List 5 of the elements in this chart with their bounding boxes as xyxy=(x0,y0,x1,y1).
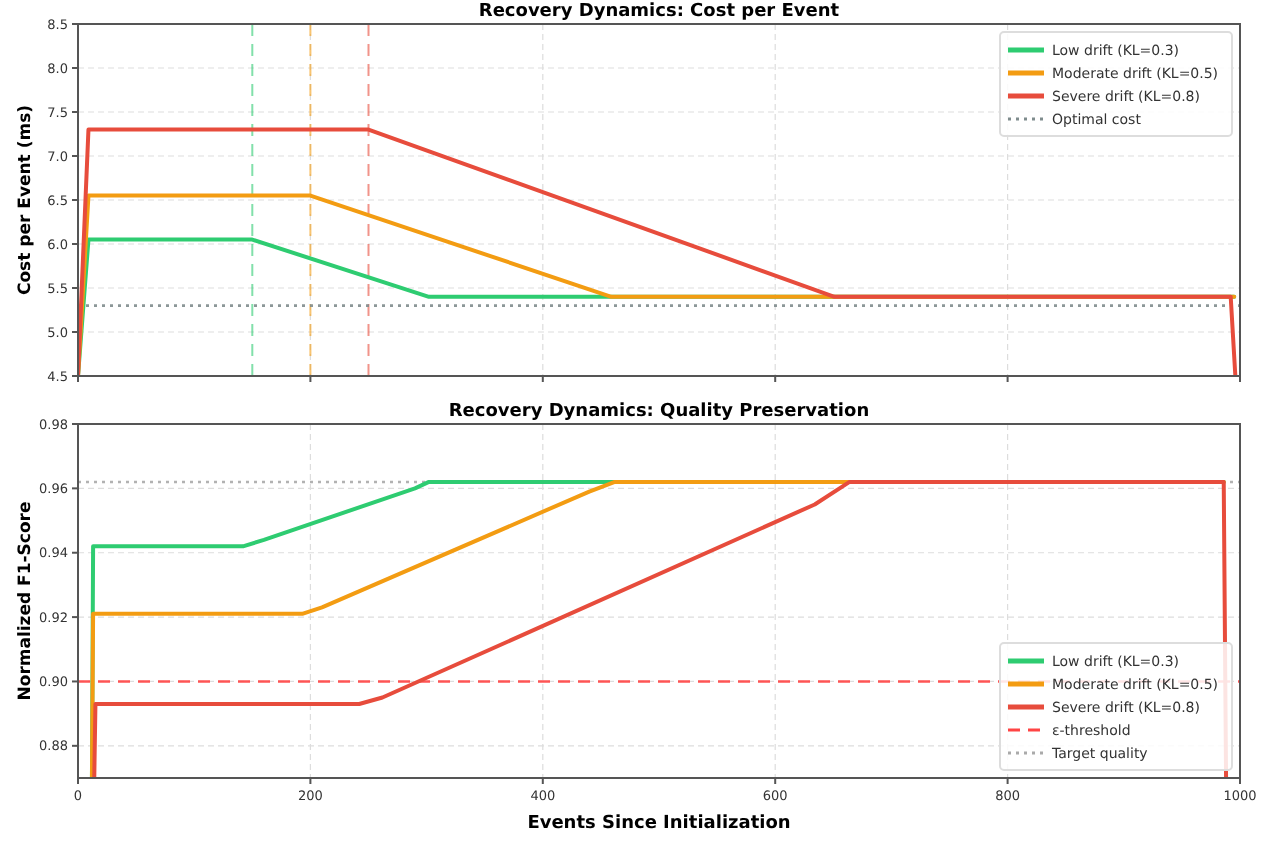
y-axis-title: Normalized F1-Score xyxy=(16,501,36,701)
chart-title: Recovery Dynamics: Cost per Event xyxy=(478,2,841,22)
x-axis-title: Events Since Initialization xyxy=(527,814,791,834)
chart-title: Recovery Dynamics: Quality Preservation xyxy=(448,402,870,422)
y-axis-title: Cost per Event (ms) xyxy=(16,104,36,296)
